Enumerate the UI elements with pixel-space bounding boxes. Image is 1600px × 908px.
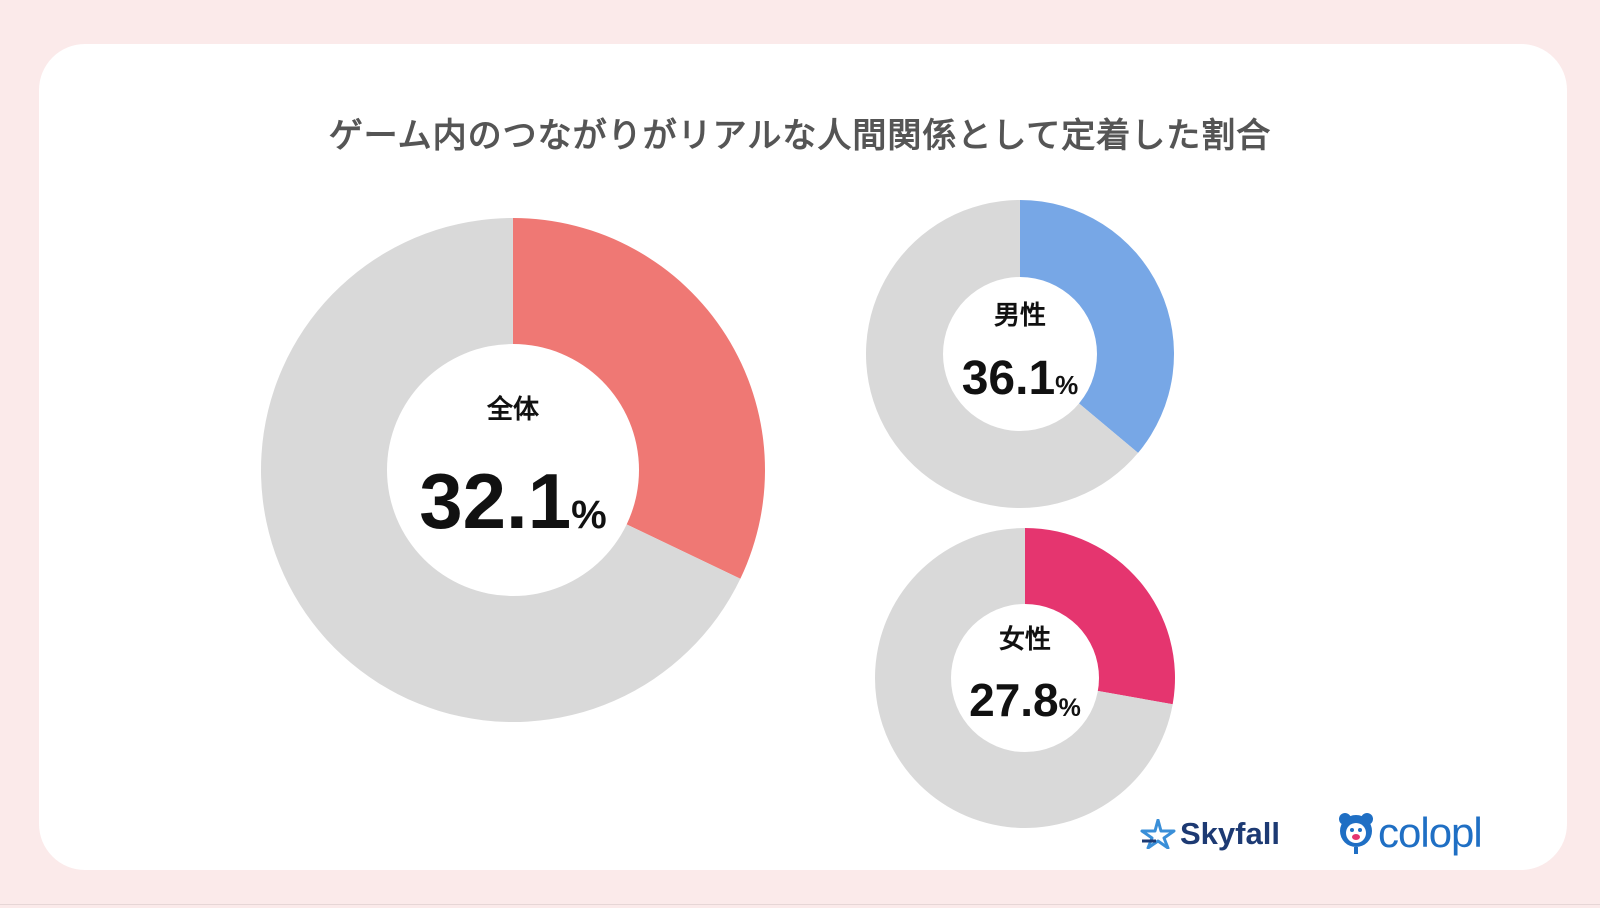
colopl-logo-text: colopl (1378, 809, 1483, 856)
donut-male-value-segment (1020, 200, 1174, 453)
colopl-bear-icon (1339, 813, 1373, 854)
colopl-logo: colopl (1336, 808, 1483, 858)
donut-male-hole (943, 277, 1097, 431)
donut-female: 女性 27.8% (875, 528, 1175, 828)
donut-female-value: 27.8% (969, 674, 1081, 726)
donut-male-value: 36.1% (962, 352, 1079, 405)
donut-female-value-unit: % (1059, 694, 1081, 722)
skyfall-star-icon (1140, 819, 1176, 849)
donut-total-value: 32.1% (419, 457, 606, 545)
bottom-border (0, 904, 1600, 905)
donut-male-value-number: 36.1 (962, 352, 1055, 405)
donut-total-value-number: 32.1 (419, 457, 571, 545)
donut-female-hole (951, 604, 1099, 752)
chart-title: ゲーム内のつながりがリアルな人間関係として定着した割合 (328, 116, 1272, 156)
skyfall-logo-text: Skyfall (1180, 816, 1280, 851)
donut-female-label: 女性 (999, 624, 1051, 655)
skyfall-logo: Skyfall (1140, 814, 1280, 854)
donut-male-label: 男性 (994, 301, 1046, 331)
donut-total-value-unit: % (571, 493, 607, 537)
donut-male-value-unit: % (1055, 370, 1078, 400)
donut-male: 男性 36.1% (865, 200, 1174, 508)
donut-total-hole (387, 344, 639, 596)
donut-female-value-number: 27.8 (969, 674, 1059, 726)
donut-total: 全体 32.1% (261, 218, 765, 723)
donut-total-label: 全体 (486, 394, 540, 425)
